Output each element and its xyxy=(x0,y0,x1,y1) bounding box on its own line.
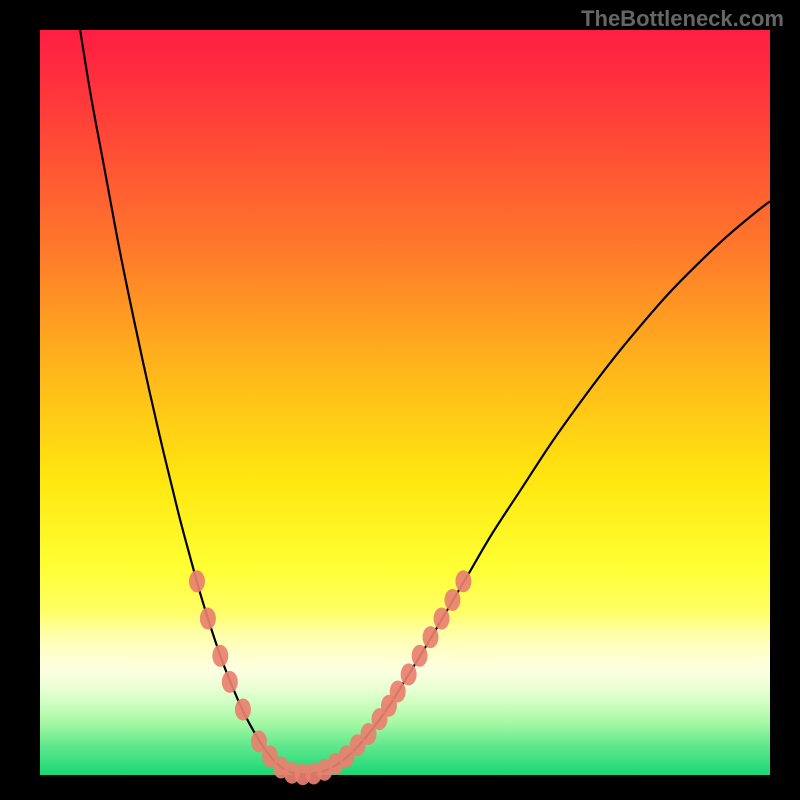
curve-marker xyxy=(222,671,238,693)
plot-background xyxy=(40,30,770,775)
curve-marker xyxy=(401,663,417,685)
watermark-text: TheBottleneck.com xyxy=(581,6,784,32)
curve-marker xyxy=(200,608,216,630)
bottleneck-chart xyxy=(0,0,800,800)
curve-marker xyxy=(235,698,251,720)
chart-container: TheBottleneck.com xyxy=(0,0,800,800)
curve-marker xyxy=(189,570,205,592)
curve-marker xyxy=(455,570,471,592)
curve-marker xyxy=(212,645,228,667)
curve-marker xyxy=(412,645,428,667)
curve-marker xyxy=(390,681,406,703)
curve-marker xyxy=(434,608,450,630)
curve-marker xyxy=(444,589,460,611)
curve-marker xyxy=(423,626,439,648)
